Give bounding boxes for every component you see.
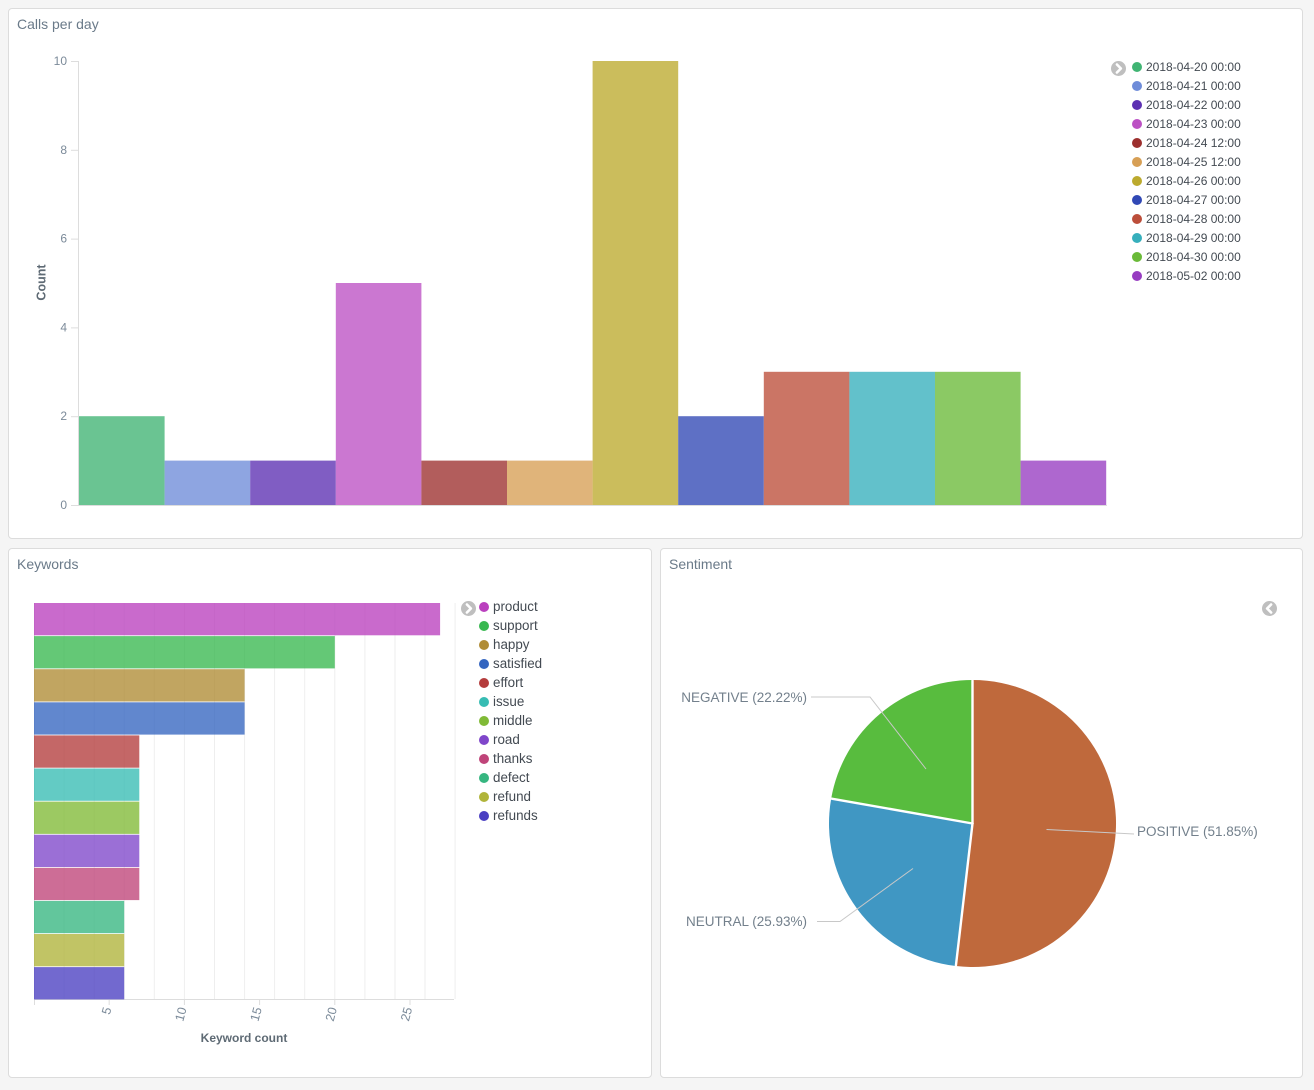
svg-text:NEUTRAL (25.93%): NEUTRAL (25.93%) xyxy=(686,914,807,929)
svg-text:25: 25 xyxy=(398,1006,415,1023)
svg-text:6: 6 xyxy=(60,232,67,246)
svg-text:NEGATIVE (22.22%): NEGATIVE (22.22%) xyxy=(681,690,807,705)
svg-text:5: 5 xyxy=(99,1006,114,1016)
svg-text:15: 15 xyxy=(248,1006,265,1023)
svg-text:Keyword count: Keyword count xyxy=(201,1031,288,1045)
svg-text:4: 4 xyxy=(60,320,67,334)
svg-text:20: 20 xyxy=(323,1006,340,1023)
svg-text:8: 8 xyxy=(60,143,67,157)
svg-text:10: 10 xyxy=(172,1006,189,1023)
svg-text:POSITIVE (51.85%): POSITIVE (51.85%) xyxy=(1137,824,1258,839)
svg-text:0: 0 xyxy=(60,498,67,512)
svg-text:10: 10 xyxy=(54,54,68,68)
svg-text:2: 2 xyxy=(60,409,67,423)
svg-text:Count: Count xyxy=(35,264,49,301)
